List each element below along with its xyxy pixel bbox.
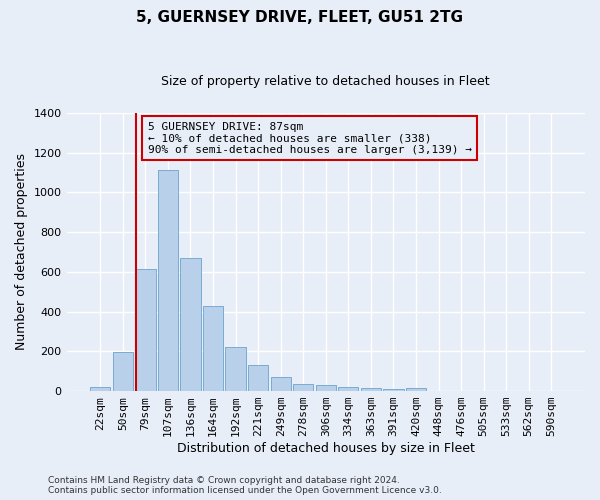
- Bar: [361, 388, 381, 391]
- Bar: [135, 269, 155, 391]
- Bar: [383, 389, 404, 391]
- Bar: [406, 388, 426, 391]
- Title: Size of property relative to detached houses in Fleet: Size of property relative to detached ho…: [161, 75, 490, 88]
- Bar: [271, 377, 291, 391]
- Bar: [226, 348, 246, 391]
- Bar: [158, 170, 178, 391]
- Bar: [338, 387, 358, 391]
- Bar: [203, 306, 223, 391]
- Y-axis label: Number of detached properties: Number of detached properties: [15, 154, 28, 350]
- Bar: [90, 387, 110, 391]
- Text: 5 GUERNSEY DRIVE: 87sqm
← 10% of detached houses are smaller (338)
90% of semi-d: 5 GUERNSEY DRIVE: 87sqm ← 10% of detache…: [148, 122, 472, 155]
- X-axis label: Distribution of detached houses by size in Fleet: Distribution of detached houses by size …: [177, 442, 475, 455]
- Bar: [181, 258, 200, 391]
- Text: 5, GUERNSEY DRIVE, FLEET, GU51 2TG: 5, GUERNSEY DRIVE, FLEET, GU51 2TG: [137, 10, 464, 25]
- Bar: [113, 352, 133, 391]
- Bar: [316, 385, 336, 391]
- Text: Contains HM Land Registry data © Crown copyright and database right 2024.
Contai: Contains HM Land Registry data © Crown c…: [48, 476, 442, 495]
- Bar: [248, 365, 268, 391]
- Bar: [293, 384, 313, 391]
